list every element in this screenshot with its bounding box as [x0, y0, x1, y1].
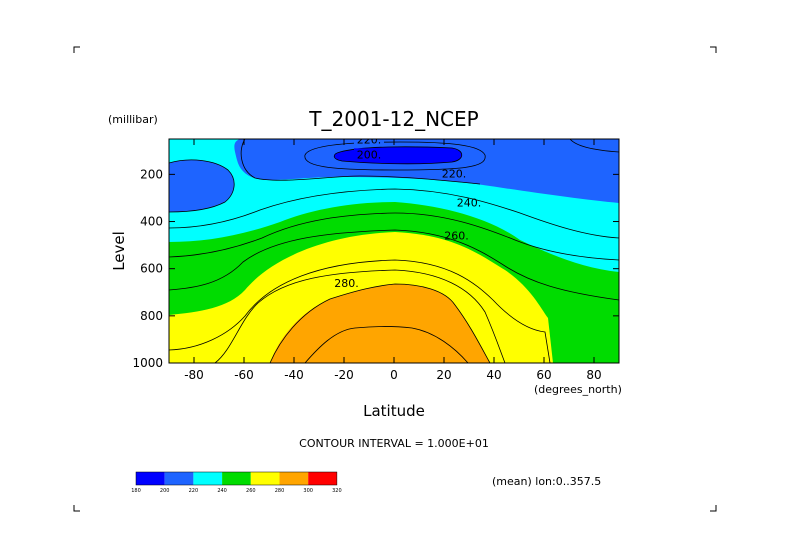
x-axis-label: Latitude — [363, 402, 425, 420]
x-tick-label: -20 — [334, 368, 354, 382]
y-axis: 200 400 600 800 1000 — [132, 167, 619, 370]
colorbar-level-label: 260 — [246, 488, 256, 494]
y-tick-label: 400 — [140, 215, 163, 229]
y-tick-label: 200 — [140, 167, 163, 181]
x-tick-label: 0 — [390, 368, 398, 382]
contour-label: 280. — [334, 277, 359, 290]
colorbar-frame — [135, 471, 338, 486]
mean-note: (mean) lon:0..357.5 — [492, 475, 601, 488]
colorbar-level-label: 220 — [189, 488, 199, 494]
y-units-label: (millibar) — [108, 113, 158, 126]
x-axis: -80 -60 -40 -20 0 20 40 60 80 — [184, 139, 602, 382]
colorbar-level-label: 180 — [131, 488, 141, 494]
plot-area: 220. 200. 220. 240. 260. 280. — [169, 133, 619, 363]
y-tick-label: 1000 — [132, 356, 163, 370]
contour-label-bg — [354, 139, 384, 146]
contour-label: 220. — [357, 133, 382, 146]
contour-label: 220. — [442, 167, 467, 180]
chart-title: T_2001-12_NCEP — [308, 107, 478, 131]
colorbar-swatch — [164, 472, 194, 485]
band-280-300 — [270, 284, 490, 363]
x-tick-label: -80 — [184, 368, 204, 382]
x-tick-label: -60 — [234, 368, 254, 382]
colorbar-swatch — [250, 472, 280, 485]
colorbar-level-label: 240 — [217, 488, 227, 494]
colorbar-swatch — [222, 472, 251, 485]
band-200-220-left — [169, 159, 235, 212]
x-tick-label: 40 — [486, 368, 501, 382]
contour-labels-layer: 220. 200. 220. 240. 260. 280. — [334, 133, 482, 290]
contour-label: 240. — [457, 197, 482, 210]
contour-label-bg — [354, 148, 384, 161]
colorbar-swatch — [308, 472, 337, 485]
x-tick-label: 80 — [586, 368, 601, 382]
colorbar-swatch — [193, 472, 223, 485]
colorbar-swatch — [279, 472, 309, 485]
y-tick-label: 600 — [140, 262, 163, 276]
colorbar-swatch — [136, 472, 165, 485]
colorbar: 180 200 220 240 260 280 300 320 — [131, 471, 342, 494]
band-200-220 — [169, 139, 619, 203]
colorbar-level-label: 280 — [275, 488, 285, 494]
x-units-label: (degrees_north) — [534, 383, 622, 396]
colorbar-level-label: 300 — [303, 488, 313, 494]
x-tick-label: -40 — [284, 368, 304, 382]
corner-marks — [73, 46, 717, 512]
y-tick-label: 800 — [140, 309, 163, 323]
contour-interval-text: CONTOUR INTERVAL = 1.000E+01 — [299, 437, 489, 450]
colorbar-level-label: 200 — [160, 488, 170, 494]
colorbar-level-label: 320 — [332, 488, 342, 494]
contour-label: 260. — [444, 230, 469, 243]
x-tick-label: 20 — [436, 368, 451, 382]
y-axis-label: Level — [110, 231, 128, 271]
x-tick-label: 60 — [536, 368, 551, 382]
contour-label: 200. — [357, 148, 382, 161]
